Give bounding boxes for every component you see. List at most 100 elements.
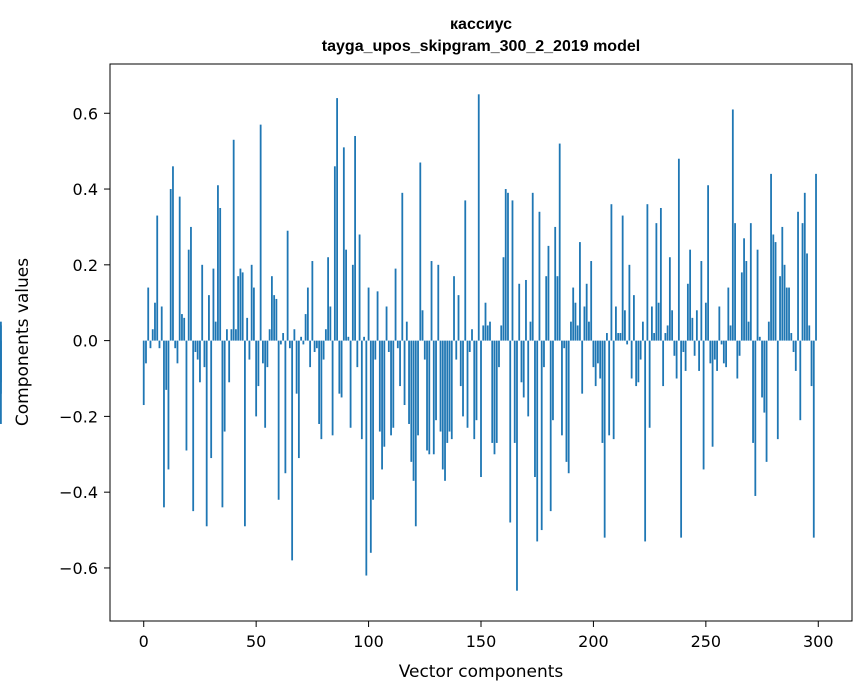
bar bbox=[682, 340, 685, 352]
bar bbox=[293, 329, 296, 341]
bar bbox=[288, 340, 291, 349]
bar bbox=[176, 340, 179, 364]
bar bbox=[419, 162, 422, 341]
bar bbox=[185, 340, 188, 451]
bar bbox=[349, 340, 352, 428]
bar bbox=[812, 340, 815, 538]
bar bbox=[761, 340, 763, 398]
bar bbox=[315, 340, 318, 349]
x-tick-label: 200 bbox=[578, 632, 609, 651]
bar bbox=[583, 306, 586, 341]
bar bbox=[763, 340, 766, 413]
bar bbox=[633, 295, 635, 341]
bar bbox=[327, 257, 329, 341]
bar bbox=[430, 261, 433, 341]
y-tick-label: 0.6 bbox=[73, 104, 98, 123]
bar bbox=[378, 340, 381, 432]
bar bbox=[208, 295, 210, 341]
bar bbox=[597, 340, 599, 364]
bar bbox=[489, 321, 491, 341]
bar bbox=[527, 340, 530, 417]
bar bbox=[511, 200, 514, 341]
bar bbox=[668, 257, 671, 341]
bar bbox=[214, 321, 217, 341]
bar bbox=[520, 340, 523, 383]
x-tick-label: 0 bbox=[139, 632, 149, 651]
bar bbox=[754, 340, 757, 496]
bar bbox=[360, 340, 363, 440]
x-axis-label: Vector components bbox=[399, 662, 564, 682]
bar bbox=[698, 340, 700, 371]
bar bbox=[513, 340, 516, 443]
bar bbox=[570, 321, 572, 341]
bar bbox=[250, 264, 253, 341]
bar bbox=[226, 329, 228, 341]
bar-series bbox=[0, 94, 817, 591]
bar bbox=[655, 223, 658, 341]
bar bbox=[743, 238, 745, 341]
bar bbox=[432, 340, 435, 455]
bar bbox=[615, 306, 617, 341]
bar bbox=[248, 340, 251, 360]
bar bbox=[277, 340, 280, 500]
bar bbox=[356, 340, 359, 368]
bar bbox=[711, 340, 714, 447]
bar bbox=[187, 249, 190, 341]
bar bbox=[279, 340, 282, 345]
bar bbox=[680, 340, 683, 538]
bar bbox=[446, 340, 449, 443]
bar bbox=[624, 310, 626, 341]
bar bbox=[484, 302, 487, 341]
bar bbox=[767, 321, 770, 341]
bar bbox=[428, 340, 431, 455]
bar bbox=[372, 340, 374, 500]
bar bbox=[219, 207, 222, 341]
bar bbox=[516, 340, 518, 591]
bar bbox=[563, 340, 566, 349]
bar bbox=[253, 287, 255, 341]
bar bbox=[785, 287, 788, 341]
bar bbox=[525, 279, 527, 341]
bar bbox=[579, 242, 581, 341]
bar bbox=[740, 272, 743, 341]
bar bbox=[192, 340, 195, 512]
bar bbox=[174, 340, 177, 349]
bar bbox=[585, 283, 588, 341]
bar bbox=[448, 340, 451, 432]
bar bbox=[815, 173, 817, 341]
bar bbox=[453, 276, 455, 341]
bar bbox=[324, 329, 327, 341]
bar bbox=[374, 340, 377, 360]
bar bbox=[554, 226, 557, 341]
bar bbox=[704, 302, 707, 341]
bar bbox=[194, 340, 197, 352]
y-axis-ticks: −0.6 −0.4 −0.2 0.0 0.2 0.4 0.6 bbox=[59, 104, 110, 578]
bar bbox=[385, 306, 388, 341]
bar bbox=[410, 340, 413, 462]
bar bbox=[455, 340, 458, 360]
bar bbox=[558, 143, 561, 341]
bar bbox=[590, 261, 593, 341]
bar bbox=[543, 340, 545, 368]
bar bbox=[783, 264, 786, 341]
bar bbox=[244, 340, 246, 527]
bar bbox=[502, 257, 505, 341]
bar bbox=[295, 340, 298, 394]
bar bbox=[536, 340, 539, 542]
bar bbox=[149, 340, 152, 349]
bar bbox=[221, 340, 224, 508]
bar bbox=[396, 340, 399, 349]
bar bbox=[205, 340, 208, 527]
bar bbox=[644, 340, 647, 542]
y-tick-label: 0.4 bbox=[73, 180, 98, 199]
bar bbox=[477, 94, 480, 341]
bar bbox=[201, 264, 204, 341]
bar bbox=[275, 298, 278, 341]
bar bbox=[617, 333, 620, 341]
bar bbox=[408, 340, 410, 424]
y-tick-label: 0.2 bbox=[73, 256, 98, 275]
bar bbox=[803, 192, 806, 341]
bar bbox=[529, 321, 532, 341]
bar bbox=[403, 340, 406, 406]
bar bbox=[650, 306, 653, 341]
